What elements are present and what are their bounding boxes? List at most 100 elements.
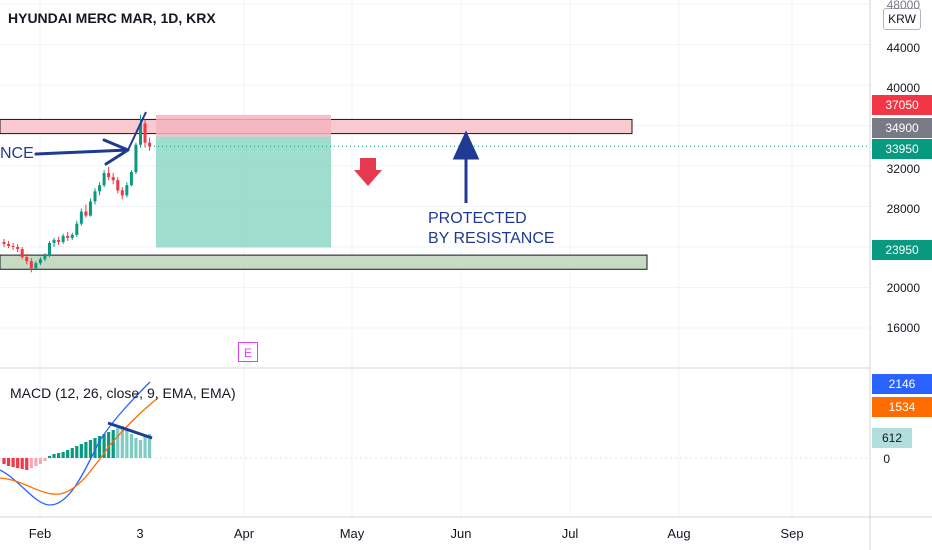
candle-body: [75, 223, 79, 235]
macd-histogram-bar: [125, 430, 129, 458]
macd-histogram-bar: [61, 452, 65, 458]
candle-body: [61, 235, 65, 242]
price-tick: 44000: [886, 41, 920, 55]
macd-histogram-bar: [2, 458, 6, 464]
take-profit-box: [156, 136, 331, 248]
candle-body: [98, 185, 102, 192]
macd-histogram-bar: [57, 453, 61, 458]
candle-body: [29, 261, 33, 269]
time-tick: 3: [136, 526, 144, 541]
price-badge-entry: 34900: [872, 118, 932, 138]
time-tick: Apr: [233, 526, 255, 541]
macd-histogram-bar: [25, 458, 29, 470]
macd-histogram-bar: [16, 458, 20, 468]
candle-body: [148, 142, 152, 147]
price-tick: 48000: [886, 0, 920, 12]
macd-histogram-bar: [6, 458, 11, 466]
candle-body: [102, 173, 106, 186]
time-tick: Jun: [450, 526, 472, 541]
currency-button[interactable]: KRW: [883, 8, 921, 30]
histogram-value-badge: 612: [872, 428, 912, 448]
chart-title: HYUNDAI MERC MAR, 1D, KRX: [8, 10, 216, 26]
left-pointer-arrow: [34, 138, 130, 166]
support-zone: [0, 254, 648, 270]
candle-body: [139, 123, 142, 145]
protected-annotation-line2: BY RESISTANCE: [428, 230, 555, 247]
candle-body: [11, 245, 15, 247]
macd-histogram-bar: [79, 444, 83, 458]
macd-value-badge: 2146: [872, 374, 932, 394]
macd-histogram-bar: [107, 432, 111, 458]
pointer-arrow-extension: [127, 111, 147, 151]
price-tick: 16000: [886, 321, 920, 335]
candle-body: [57, 239, 61, 242]
protected-annotation-line1: PROTECTED: [428, 210, 527, 227]
candle-body: [38, 259, 42, 264]
candle-body: [48, 242, 51, 256]
macd-histogram-bar: [43, 458, 47, 461]
price-tick: 40000: [886, 81, 920, 95]
left-annotation-text: NCE: [0, 145, 34, 162]
candle-body: [120, 190, 124, 196]
candle-body: [79, 211, 83, 224]
candle-body: [20, 249, 24, 258]
macd-histogram-bar: [143, 436, 147, 458]
macd-indicator-label[interactable]: MACD (12, 26, close, 9, EMA, EMA): [10, 385, 236, 401]
candle-body: [93, 191, 97, 202]
macd-histogram-bar: [29, 458, 33, 468]
candle-body: [143, 123, 147, 143]
candle-body: [16, 247, 20, 250]
time-tick: Feb: [28, 526, 52, 541]
candle-body: [34, 263, 38, 269]
down-arrow-icon: [354, 158, 382, 186]
candle-body: [134, 144, 138, 173]
divergence-trendline: [107, 421, 153, 440]
signal-value-badge: 1534: [872, 397, 932, 417]
macd-histogram-bar: [129, 434, 133, 458]
macd-histogram-bar: [34, 458, 38, 466]
candle-body: [66, 235, 70, 238]
macd-histogram-bar: [102, 434, 106, 458]
candle-body: [70, 234, 74, 238]
up-arrow-icon: [452, 130, 480, 203]
macd-histogram-bar: [111, 430, 115, 458]
macd-histogram-bar: [47, 456, 52, 458]
macd-histogram-bar: [52, 454, 56, 458]
macd-histogram-bar: [11, 458, 15, 467]
price-badge-last: 33950: [872, 139, 932, 159]
macd-histogram-bar: [75, 446, 79, 458]
macd-histogram-bar: [138, 440, 143, 458]
macd-histogram-bar: [38, 458, 42, 464]
candle-body: [116, 180, 120, 191]
candle-body: [129, 172, 133, 186]
macd-histogram-bar: [88, 440, 93, 458]
macd-histogram-bar: [134, 438, 138, 458]
candle-body: [43, 255, 47, 260]
earnings-marker[interactable]: E: [238, 342, 258, 362]
price-tick: 32000: [886, 162, 920, 176]
price-tick: 28000: [886, 202, 920, 216]
time-tick: Jul: [561, 526, 579, 541]
price-tick: 20000: [886, 281, 920, 295]
time-tick: May: [339, 526, 365, 541]
price-badge-target: 23950: [872, 240, 932, 260]
price-badge-stop: 37050: [872, 95, 932, 115]
macd-histogram-bar: [70, 448, 74, 458]
stop-loss-box: [156, 114, 331, 137]
macd-zero-tick: 0: [883, 452, 890, 466]
candle-body: [7, 243, 11, 246]
candle-body: [88, 201, 92, 216]
macd-histogram-bar: [148, 434, 152, 458]
macd-histogram-bar: [93, 438, 97, 458]
macd-histogram-bar: [97, 436, 102, 458]
candle-body: [52, 239, 56, 243]
signal-line: [0, 397, 159, 495]
macd-histogram-bar: [20, 458, 24, 469]
time-tick: Sep: [780, 526, 804, 541]
candle-body: [125, 185, 129, 196]
candle-body: [2, 241, 6, 244]
macd-histogram-bar: [116, 428, 120, 458]
candle-body: [84, 211, 88, 216]
time-tick: Aug: [667, 526, 691, 541]
